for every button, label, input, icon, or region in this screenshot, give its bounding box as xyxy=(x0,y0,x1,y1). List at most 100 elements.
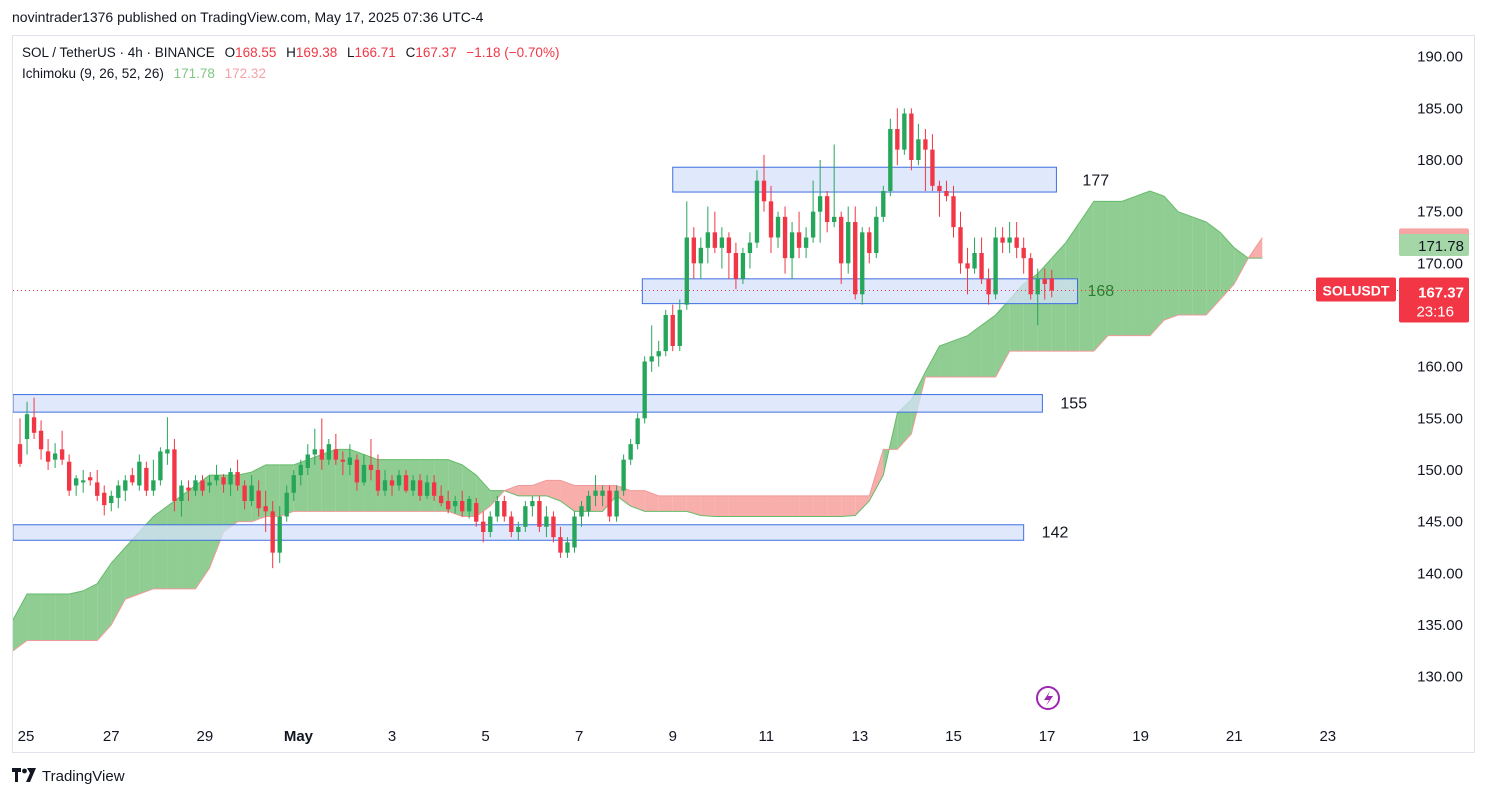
candle-body xyxy=(389,480,395,486)
candle-body xyxy=(284,492,289,517)
candle-body xyxy=(824,196,830,222)
candle xyxy=(382,470,388,496)
ichimoku-cloud-bull xyxy=(167,495,182,589)
candle-body xyxy=(59,449,65,460)
candle xyxy=(895,108,900,166)
x-tick-label: 25 xyxy=(18,728,35,745)
candle xyxy=(24,401,30,455)
candle-body xyxy=(649,356,654,362)
candle-body xyxy=(431,482,437,496)
candle-body xyxy=(502,501,507,517)
y-tick-label: 145.00 xyxy=(1417,514,1463,531)
ichimoku-cloud-bull xyxy=(83,583,98,641)
ichimoku-cloud-bear xyxy=(518,485,533,496)
candle-body xyxy=(1014,237,1019,248)
candle xyxy=(944,180,949,202)
ichimoku-cloud-bull xyxy=(1135,191,1151,336)
candle-body xyxy=(642,361,647,419)
candle xyxy=(242,480,247,510)
candle-body xyxy=(979,253,984,279)
candle xyxy=(923,129,928,191)
zone-label: 142 xyxy=(1042,525,1069,542)
candle xyxy=(235,459,240,491)
candle-body xyxy=(705,232,711,248)
candle-body xyxy=(558,537,563,553)
candle xyxy=(839,211,844,284)
candle xyxy=(846,206,851,274)
candle-body xyxy=(803,237,809,248)
candle xyxy=(937,180,942,217)
y-tick-label: 175.00 xyxy=(1417,204,1463,221)
candle xyxy=(565,537,570,558)
candle-body xyxy=(410,480,416,491)
candle xyxy=(144,461,149,496)
candle xyxy=(488,511,493,538)
candle xyxy=(782,206,788,274)
candle xyxy=(600,485,605,507)
published-caption: novintrader1376 published on TradingView… xyxy=(12,9,484,25)
ichimoku-cloud-bear xyxy=(672,495,687,512)
candle xyxy=(445,490,451,514)
y-tick-label: 170.00 xyxy=(1417,255,1463,272)
candle xyxy=(993,227,998,300)
candle-body xyxy=(354,459,360,483)
candle-body xyxy=(221,477,226,485)
x-tick-label: 21 xyxy=(1226,728,1243,745)
candle-body xyxy=(670,315,675,346)
candle-body xyxy=(66,461,72,491)
candle-body xyxy=(831,216,837,222)
candle xyxy=(31,397,37,439)
candle xyxy=(109,490,114,512)
legend-indicator-name[interactable]: Ichimoku (9, 26, 52, 26) xyxy=(22,66,164,81)
candle xyxy=(930,134,935,191)
candle xyxy=(965,247,970,295)
legend-symbol[interactable]: SOL / TetherUS · 4h · BINANCE xyxy=(22,45,215,60)
candle xyxy=(803,227,809,259)
candle-body xyxy=(1000,237,1005,243)
candle-body xyxy=(860,232,865,295)
candle-body xyxy=(38,430,44,450)
candle-body xyxy=(375,470,381,491)
candle xyxy=(186,480,191,501)
ichimoku-cloud-bull xyxy=(125,532,140,600)
ichimoku-cloud-bull xyxy=(1220,232,1235,300)
ichimoku-cloud-bull xyxy=(1093,201,1108,352)
candle xyxy=(530,495,535,517)
candle-body xyxy=(895,129,900,150)
ichimoku-cloud-bear xyxy=(560,480,575,512)
candle xyxy=(172,439,177,512)
candle-body xyxy=(340,459,346,462)
y-tick-label: 190.00 xyxy=(1417,49,1463,66)
ichimoku-cloud-bear xyxy=(827,495,842,517)
ichimoku-cloud-bull xyxy=(939,340,954,377)
chart-frame xyxy=(12,35,1475,753)
legend-close: 167.37 xyxy=(415,45,457,60)
candle-body xyxy=(319,449,324,460)
legend-low: 166.71 xyxy=(354,45,396,60)
candle-body xyxy=(937,185,942,191)
candle-body xyxy=(312,449,317,455)
legend-open: 168.55 xyxy=(235,45,277,60)
candle-body xyxy=(874,216,879,253)
brand-footer[interactable]: TradingView xyxy=(12,768,125,785)
candle xyxy=(888,118,893,197)
candle xyxy=(347,444,353,476)
candle xyxy=(228,467,233,496)
candle xyxy=(460,490,465,517)
candle-body xyxy=(347,457,353,465)
candle-body xyxy=(368,464,374,470)
ichimoku-cloud-bull xyxy=(1079,201,1094,352)
candle-body xyxy=(782,216,788,259)
ichimoku-cloud-bull xyxy=(1206,222,1221,315)
lightning-icon[interactable] xyxy=(1036,686,1060,710)
candle-body xyxy=(853,222,858,295)
legend-low-label: L xyxy=(346,45,355,60)
candle-body xyxy=(621,459,626,491)
candle xyxy=(214,464,219,486)
candle xyxy=(621,454,626,496)
candle-body xyxy=(916,139,921,160)
candle-body xyxy=(516,526,521,532)
candle xyxy=(754,170,760,248)
candle xyxy=(670,304,675,352)
